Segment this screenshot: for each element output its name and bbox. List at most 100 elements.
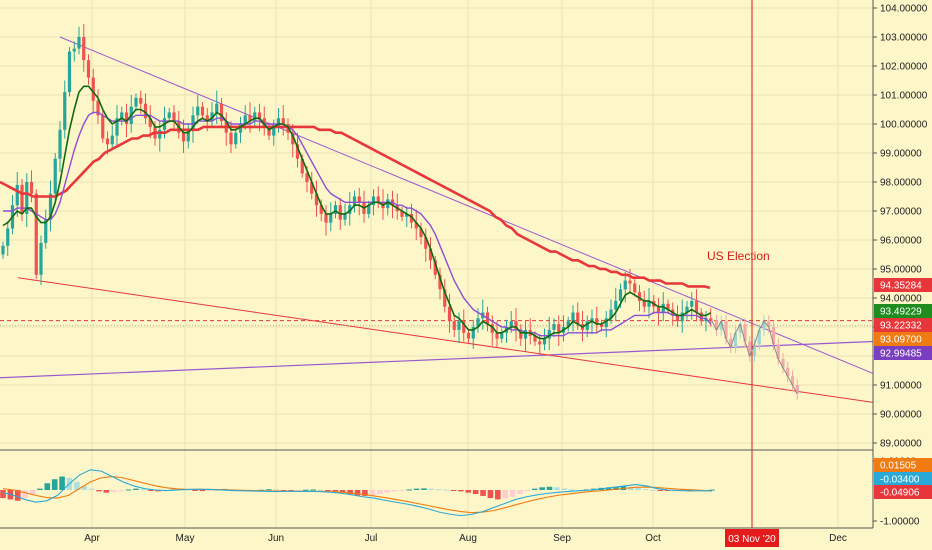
resistance-trendline [59,36,874,374]
time-tick-label: Jun [268,533,284,544]
candle-body [457,321,461,330]
macd-histogram-bar [561,488,568,490]
projection-candle-body [790,376,795,385]
macd-histogram-bar [613,486,619,490]
macd-histogram-bar [29,490,36,495]
candle-body [419,228,423,238]
candle-body [576,312,580,325]
macd-histogram-bar [74,481,80,490]
candle-body [276,118,281,127]
candle-body [329,213,333,223]
candle-body [633,283,637,293]
candle-body [352,196,357,206]
macd-histogram-bar [664,490,671,491]
candle-body [405,213,409,217]
price-badge-label: 93.49229 [880,307,922,318]
time-tick-label: Sep [553,533,571,544]
candle-body [519,329,523,339]
candle-body [310,182,314,194]
candle-body [77,37,81,49]
macd-histogram-bar [125,489,132,491]
macd-histogram-bar [155,490,161,492]
candle-body [1,245,5,255]
macd-histogram-bar [295,490,302,491]
candle-body [124,112,129,124]
candle-body [110,135,114,145]
macd-histogram-bar [554,487,560,490]
candle-body [680,312,684,322]
candle-body [609,309,613,319]
macd-histogram-bar [347,490,353,495]
macd-histogram-bar [199,490,206,492]
macd-histogram-bar [280,490,287,491]
macd-histogram-bar [303,489,309,491]
candle-body [533,335,537,342]
candle-body [514,321,518,330]
trendlines [0,0,874,528]
candle-body [172,112,176,122]
candle-body [234,132,238,145]
candle-body [376,196,380,203]
macd-histogram-bar [642,488,649,490]
macd-histogram-bar [339,490,346,493]
price-tick-label: 96.00000 [880,236,922,247]
candle-body [699,312,703,322]
candle-body [115,118,119,136]
macd-histogram-bar [635,487,641,490]
projection-candle-body [786,367,790,377]
macd-histogram-bar [96,490,102,492]
candle-body [300,158,304,174]
price-badge [874,278,932,292]
candle-body [158,129,162,139]
candle-body [433,260,437,275]
candle-body [105,138,110,145]
candles [1,23,799,400]
candle-body [210,112,214,122]
macd-histogram-bar [435,489,442,491]
candle-body [542,338,547,345]
macd-histogram-bar [487,490,494,499]
candle-body [414,222,418,229]
macd-histogram-bar [709,489,715,491]
candle-body [371,196,376,206]
macd-histogram-bar [650,490,656,491]
candle-body [262,118,266,127]
price-tick-label: 91.00000 [880,381,922,392]
candle-body [53,158,57,194]
macd-histogram-bar [354,490,361,496]
price-tick-label: 94.00000 [880,294,922,305]
candle-body [666,303,670,310]
price-badge [874,346,932,360]
candle-body [29,182,34,194]
macd-histogram-bar [44,483,51,490]
candle-body [101,115,105,139]
candle-body [490,324,494,333]
candle-body [348,205,352,214]
candle-body [291,132,295,145]
macd-histogram-bar [118,490,124,492]
support-trendline-purple [0,340,874,379]
macd-histogram-bar [568,489,575,491]
candle-body [63,92,67,130]
date-marker[interactable]: 03 Nov '20 [725,529,779,547]
projection-candle-body [776,344,780,359]
price-tick-label: 102.00000 [880,62,928,73]
price-tick-label: 90.00000 [880,410,922,421]
candle-body [134,97,138,107]
candle-body [267,126,271,136]
time-tick-label: Dec [829,533,847,544]
candle-body [120,112,124,119]
candle-body [343,213,347,220]
candle-body [305,173,309,182]
price-tick-label: 101.00000 [880,91,928,102]
candle-body [48,193,53,220]
price-tick-label: 97.00000 [880,207,922,218]
macd-histogram-bar [480,490,486,496]
projection-path [711,319,798,394]
macd-signal-line [2,475,713,514]
candle-body [443,289,447,307]
macd-histogram-bar [88,488,95,490]
macd-badge [874,458,932,472]
candle-body [186,129,190,142]
